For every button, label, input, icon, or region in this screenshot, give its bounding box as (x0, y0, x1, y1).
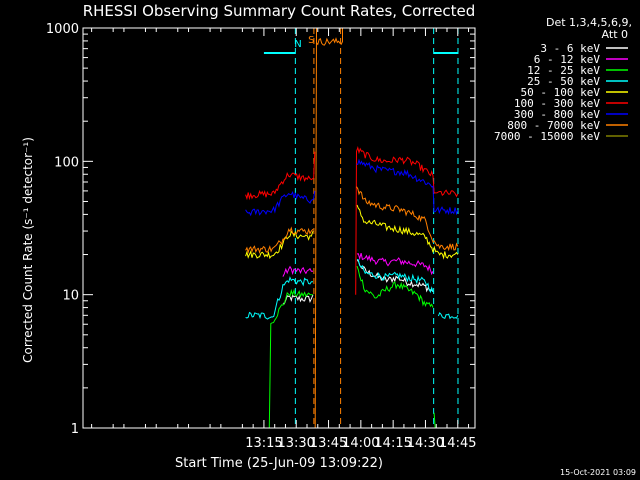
series-3-segment-2 (437, 311, 459, 320)
legend-label-5: 100 - 300 keV (514, 97, 600, 110)
series-6-segment-0 (245, 190, 316, 217)
y-tick-label-0: 1 (71, 422, 79, 437)
annotation-1: S (308, 35, 314, 46)
legend-label-7: 800 - 7000 keV (507, 119, 600, 132)
y-tick-label-1: 10 (62, 289, 79, 304)
y-axis-label: Corrected Count Rate (s⁻¹ detector⁻¹) (21, 137, 35, 363)
series-7-segment-0 (245, 226, 314, 255)
series-0 (282, 260, 434, 305)
y-tick-label-3: 1000 (46, 22, 79, 37)
series-3 (245, 259, 459, 320)
series-4-segment-1 (356, 204, 459, 260)
legend-header-line-2: Att 0 (602, 28, 628, 41)
y-axis-label-group: Corrected Count Rate (s⁻¹ detector⁻¹) (21, 137, 35, 363)
legend-label-2: 12 - 25 keV (527, 64, 600, 77)
series-7 (245, 27, 459, 429)
series-3-segment-0 (245, 276, 313, 320)
legend-label-8: 7000 - 15000 keV (494, 130, 600, 143)
legend-header-line-1: Det 1,3,4,5,6,9, (546, 16, 632, 29)
series-4-segment-0 (245, 230, 314, 260)
x-tick-label-1: 13:30 (277, 436, 314, 451)
x-tick-label-6: 14:45 (439, 436, 476, 451)
series-0-segment-0 (282, 294, 314, 305)
series-6 (245, 158, 459, 217)
y-tick-label-2: 100 (54, 155, 79, 170)
x-tick-label-0: 13:15 (245, 436, 282, 451)
plot-frame (82, 27, 476, 429)
legend-label-1: 6 - 12 keV (534, 53, 601, 66)
series-0-segment-1 (357, 260, 434, 293)
series-1 (282, 252, 434, 277)
series-1-segment-0 (282, 265, 313, 277)
x-tick-label-3: 14:00 (342, 436, 379, 451)
series-4 (245, 204, 459, 260)
footer-timestamp: 15-Oct-2021 03:09 (560, 468, 636, 477)
series-1-segment-1 (356, 252, 434, 276)
series-5 (245, 146, 459, 295)
legend-label-0: 3 - 6 keV (540, 42, 600, 55)
series-2-segment-1 (356, 265, 434, 308)
series-3-segment-1 (356, 259, 434, 294)
series-5-segment-1 (355, 146, 459, 295)
x-tick-label-2: 13:45 (310, 436, 347, 451)
series-2 (268, 265, 436, 429)
series-7-segment-1 (314, 27, 343, 429)
series-2-segment-0 (268, 288, 313, 429)
series-2-segment-2 (433, 412, 436, 429)
x-axis-label: Start Time (25-Jun-09 13:09:22) (175, 456, 383, 471)
x-tick-label-4: 14:15 (374, 436, 411, 451)
x-tick-label-5: 14:30 (407, 436, 444, 451)
legend-label-6: 300 - 800 keV (514, 108, 600, 121)
legend-label-4: 50 - 100 keV (521, 86, 601, 99)
series-6-segment-1 (356, 158, 459, 216)
chart-title: RHESSI Observing Summary Count Rates, Co… (83, 2, 476, 20)
series-7-segment-2 (356, 186, 459, 252)
annotation-0: N (294, 39, 301, 50)
series-5-segment-0 (245, 151, 316, 201)
legend-label-3: 25 - 50 keV (527, 75, 600, 88)
